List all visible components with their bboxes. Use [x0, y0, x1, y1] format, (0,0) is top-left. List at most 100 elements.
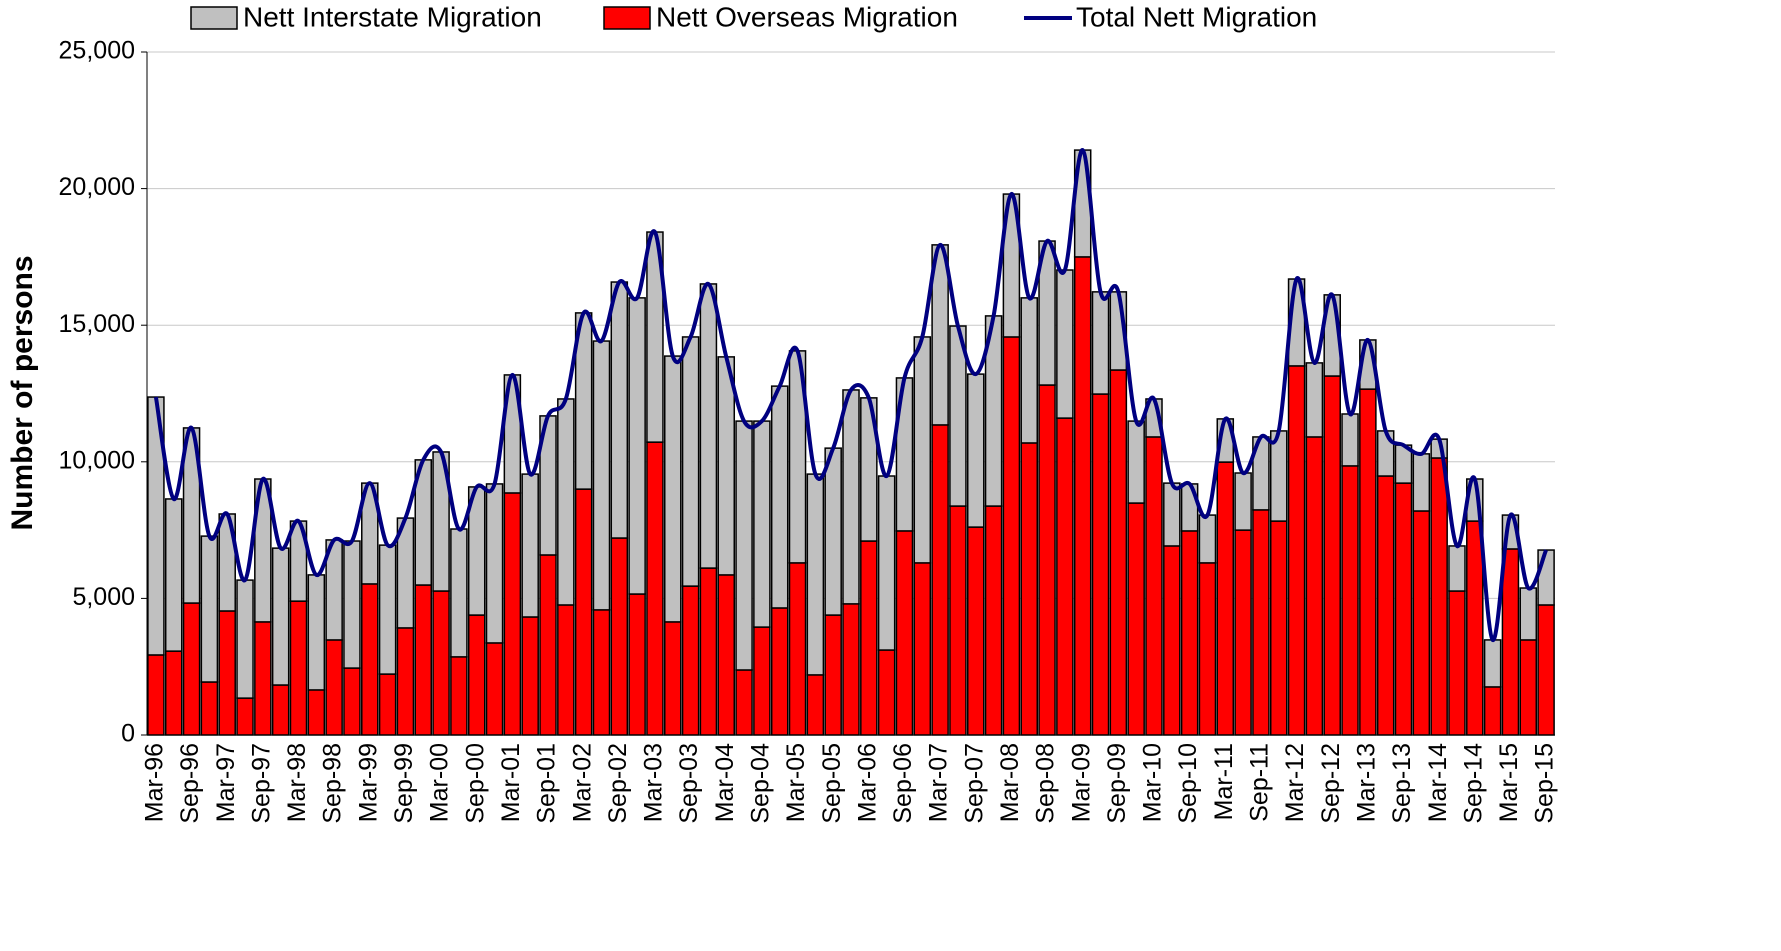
bar-segment: [1252, 509, 1270, 736]
bar-segment: [628, 593, 646, 736]
bar-segment: [984, 505, 1003, 736]
bar-segment: [1216, 461, 1235, 736]
bar-segment: [378, 544, 397, 675]
bar-segment: [414, 584, 433, 736]
bar-segment: [1056, 269, 1074, 419]
bar-segment: [503, 492, 522, 736]
bar-segment: [236, 697, 254, 736]
bar-segment: [539, 554, 557, 736]
bar-segment: [628, 297, 646, 595]
bar-segment: [1412, 453, 1431, 512]
bar-segment: [1341, 413, 1359, 467]
x-tick-label: Sep-96: [176, 743, 204, 824]
bar-segment: [788, 562, 807, 736]
x-tick-label: Sep-06: [889, 743, 917, 824]
bar-segment: [343, 540, 361, 669]
bar-segment: [842, 389, 860, 605]
bar-segment: [1269, 520, 1288, 736]
x-tick-label: Mar-03: [640, 743, 668, 822]
x-tick-label: Mar-98: [283, 743, 311, 822]
bar-segment: [610, 537, 629, 736]
bar-segment: [699, 567, 718, 736]
bar-segment: [753, 420, 771, 628]
bar-segment: [467, 614, 486, 736]
bar-segment: [1483, 639, 1502, 688]
bar-segment: [450, 656, 468, 736]
bar-segment: [1466, 520, 1484, 736]
bar-segment: [717, 574, 736, 736]
bar-segment: [1519, 639, 1538, 736]
x-tick-label: Sep-04: [746, 743, 774, 824]
bar-segment: [877, 475, 896, 651]
bar-segment: [681, 585, 700, 736]
x-tick-label: Sep-03: [675, 743, 703, 824]
bar-segment: [1002, 336, 1021, 736]
bar-segment: [1163, 482, 1181, 547]
bar-segment: [1376, 475, 1395, 736]
x-tick-label: Mar-00: [426, 743, 454, 822]
legend-label: Total Nett Migration: [1076, 1, 1317, 32]
bar-segment: [806, 473, 825, 676]
bar-segment: [1127, 420, 1145, 504]
x-tick-label: Sep-05: [818, 743, 846, 824]
x-tick-label: Mar-11: [1210, 743, 1238, 820]
x-tick-label: Sep-99: [390, 743, 418, 824]
bar-segment: [877, 649, 896, 736]
bar-segment: [450, 528, 468, 658]
bar-segment: [1287, 365, 1306, 736]
x-tick-label: Sep-98: [319, 743, 347, 824]
bar-segment: [913, 336, 932, 564]
x-tick-label: Sep-10: [1174, 743, 1202, 824]
y-tick-label: 20,000: [59, 173, 135, 201]
bar-segment: [824, 614, 842, 736]
bar-segment: [1341, 465, 1359, 736]
bar-segment: [1448, 545, 1466, 592]
bar-segment: [681, 336, 700, 587]
bar-segment: [557, 398, 575, 606]
x-tick-label: Sep-07: [960, 743, 988, 824]
x-tick-label: Mar-97: [212, 743, 240, 822]
bar-segment: [949, 505, 967, 736]
bar-segment: [1412, 510, 1431, 736]
x-tick-label: Sep-09: [1103, 743, 1131, 824]
legend-label: Nett Interstate Migration: [243, 1, 542, 32]
bar-segment: [966, 526, 985, 736]
bar-segment: [842, 603, 860, 736]
legend-swatch: [603, 6, 651, 30]
x-tick-label: Mar-14: [1424, 743, 1452, 822]
bar-segment: [289, 600, 308, 736]
bar-segment: [806, 674, 825, 736]
x-tick-label: Sep-01: [533, 743, 561, 824]
bar-segment: [557, 604, 575, 736]
x-tick-label: Sep-12: [1317, 743, 1345, 824]
bar-segment: [1109, 369, 1128, 736]
bar-segment: [735, 669, 753, 736]
bar-segment: [1448, 590, 1466, 736]
bar-segment: [1537, 604, 1555, 736]
bar-segment: [164, 498, 183, 652]
x-tick-label: Sep-02: [604, 743, 632, 824]
bar-segment: [1127, 502, 1145, 736]
bar-segment: [1020, 442, 1038, 736]
x-tick-label: Mar-02: [568, 743, 596, 822]
bar-segment: [1430, 457, 1448, 736]
bar-segment: [1056, 417, 1074, 736]
x-tick-label: Mar-96: [141, 743, 169, 822]
legend-swatch: [190, 6, 238, 30]
bar-segment: [699, 283, 718, 569]
bar-segment: [735, 420, 753, 671]
bar-segment: [895, 530, 914, 736]
bar-segment: [646, 441, 664, 736]
bar-segment: [1537, 549, 1555, 606]
bar-segment: [521, 473, 539, 618]
bar-segment: [361, 583, 379, 736]
bar-segment: [1323, 375, 1341, 736]
bar-segment: [396, 627, 415, 736]
bar-segment: [200, 681, 219, 736]
x-tick-label: Mar-05: [782, 743, 810, 822]
bar-segment: [592, 609, 611, 736]
bar-segment: [325, 639, 343, 736]
bar-segment: [1305, 436, 1324, 736]
bar-segment: [1519, 587, 1538, 641]
y-tick-label: 5,000: [72, 583, 135, 611]
